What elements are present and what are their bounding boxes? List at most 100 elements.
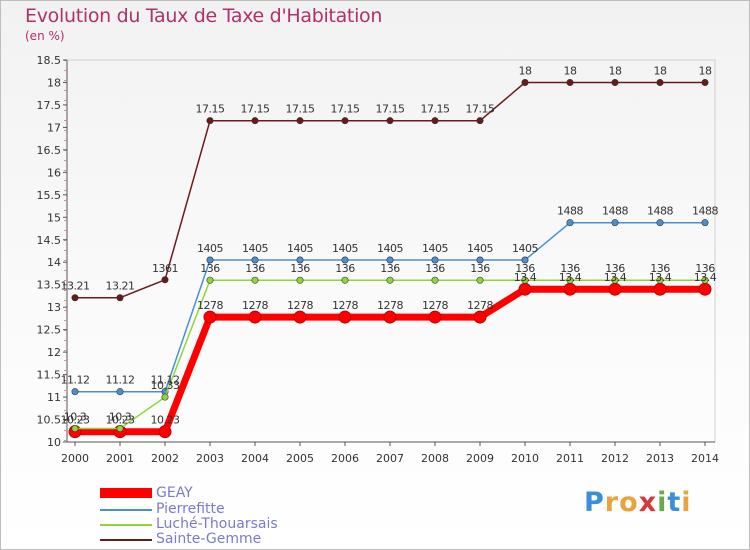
legend-swatch-sainte-gemme [100,539,152,541]
data-point [161,393,169,401]
data-label: 136 [290,262,310,275]
y-tick-label: 17.5 [37,99,62,112]
y-tick-label: 14.5 [37,234,62,247]
data-point [386,276,394,284]
legend-label-pierrefitte: Pierrefitte [156,501,225,517]
x-tick-label: 2010 [511,452,539,465]
data-point [206,276,214,284]
data-label: 1278 [242,299,268,312]
y-tick-label: 13.5 [37,279,62,292]
data-point [608,282,622,296]
data-label: 1361 [152,262,178,275]
data-label: 136 [470,262,490,275]
data-point [341,276,349,284]
data-label: 1278 [467,299,493,312]
data-point [521,256,529,264]
data-point [701,276,709,284]
data-point [521,276,529,284]
data-point [341,117,349,125]
proxiti-logo: Proxiti [584,487,692,518]
data-label: 17.15 [421,103,450,116]
y-tick-label: 15.5 [37,189,62,202]
data-point [71,294,79,302]
data-point [116,294,124,302]
x-tick-label: 2006 [331,452,359,465]
data-point [701,78,709,86]
logo-letter: o [619,487,639,518]
data-point [161,276,169,284]
data-label: 11.12 [151,374,180,387]
data-label: 10.3 [109,411,132,424]
x-tick-label: 2012 [601,452,629,465]
data-point [563,282,577,296]
x-tick-label: 2005 [286,452,314,465]
y-tick-label: 11.5 [37,369,62,382]
y-tick-label: 17 [47,121,61,134]
data-point [71,425,79,433]
data-label: 10.23 [151,414,180,427]
data-point [203,310,217,324]
x-tick-label: 2002 [151,452,179,465]
data-point [248,310,262,324]
x-tick-label: 2001 [106,452,134,465]
data-label: 136 [425,262,445,275]
x-tick-label: 2014 [691,452,719,465]
y-tick-label: 16 [47,166,61,179]
data-label: 1405 [512,242,538,255]
data-label: 1405 [467,242,493,255]
data-point [656,219,664,227]
data-label: 18 [519,64,532,77]
legend-label-luche-thouarsais: Luché-Thouarsais [156,516,278,532]
data-point [566,276,574,284]
data-label: 136 [560,262,580,275]
data-point [296,117,304,125]
data-point [293,310,307,324]
data-label: 1278 [422,299,448,312]
data-point [251,117,259,125]
data-label: 136 [380,262,400,275]
data-point [566,78,574,86]
data-label: 10.23 [106,414,135,427]
data-point [656,78,664,86]
x-tick-label: 2008 [421,452,449,465]
data-label: 13.4 [604,271,627,284]
data-point [431,117,439,125]
logo-letter: P [584,487,605,518]
data-label: 1278 [197,299,223,312]
y-tick-label: 14 [47,256,61,269]
data-label: 1278 [377,299,403,312]
data-point [431,276,439,284]
data-point [251,276,259,284]
data-point [701,219,709,227]
data-label: 1405 [197,242,223,255]
data-label: 136 [515,262,535,275]
data-label: 18 [654,64,667,77]
data-point [656,276,664,284]
data-label: 17.15 [331,103,360,116]
data-point [206,117,214,125]
data-label: 17.15 [376,103,405,116]
y-tick-label: 10 [47,436,61,449]
data-label: 18 [564,64,577,77]
data-label: 1405 [422,242,448,255]
y-tick-label: 15 [47,211,61,224]
data-point [698,282,712,296]
data-label: 17.15 [286,103,315,116]
x-tick-label: 2003 [196,452,224,465]
data-point [476,256,484,264]
data-point [383,310,397,324]
data-label: 1405 [332,242,358,255]
data-point [431,256,439,264]
data-point [296,276,304,284]
data-point [611,219,619,227]
logo-letter: i [681,487,692,518]
x-tick-label: 2013 [646,452,674,465]
legend-swatch-luche-thouarsais [100,524,152,526]
data-label: 1278 [332,299,358,312]
data-label: 13.4 [514,271,537,284]
y-tick-label: 12 [47,346,61,359]
data-label: 136 [650,262,670,275]
data-point [428,310,442,324]
legend-label-sainte-gemme: Sainte-Gemme [156,531,262,547]
